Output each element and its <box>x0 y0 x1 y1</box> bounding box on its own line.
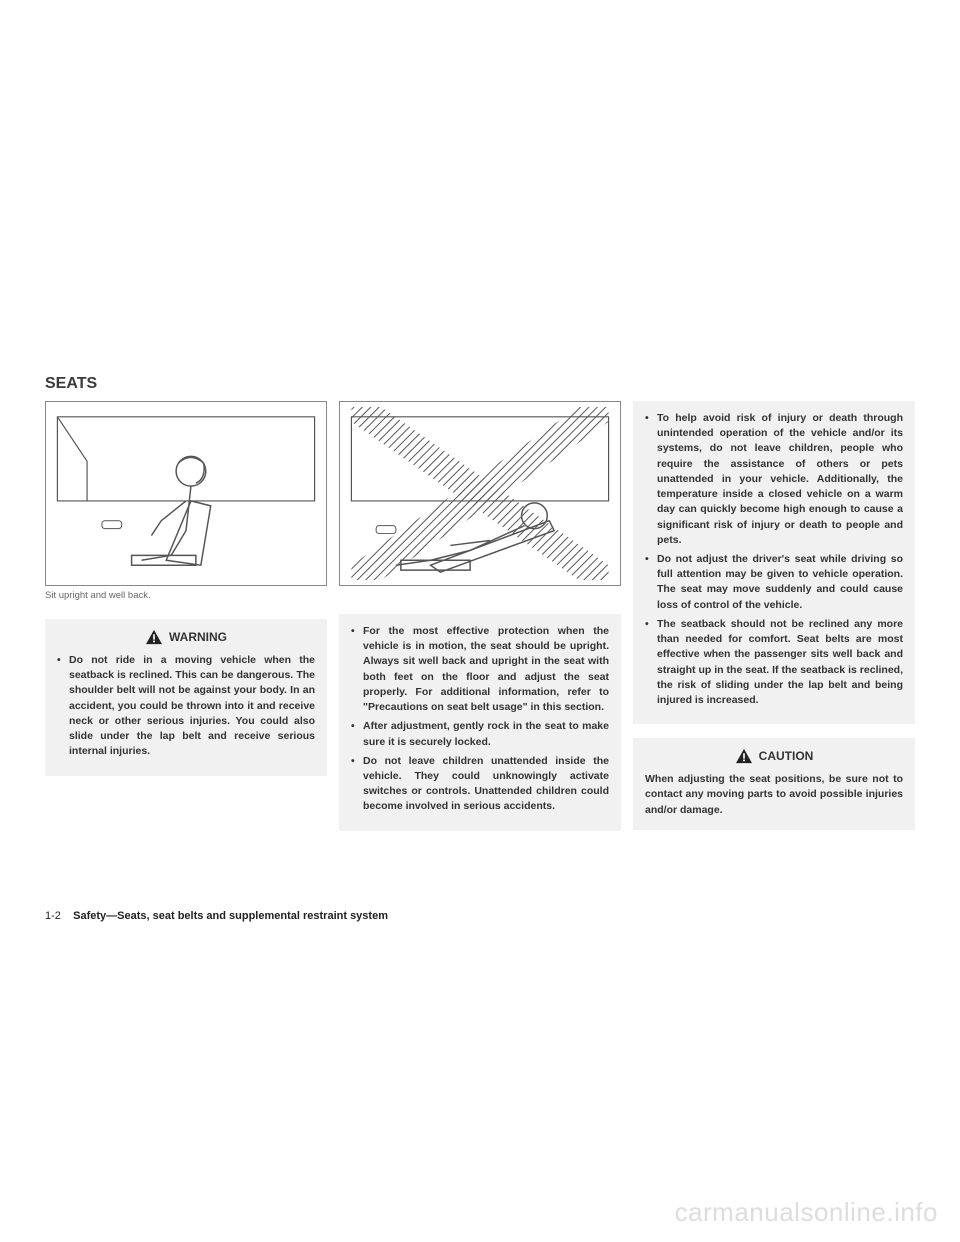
column-2: For the most effective protection when t… <box>339 401 621 831</box>
list-item: Do not adjust the driver's seat while dr… <box>645 552 903 613</box>
list-item: The seatback should not be reclined any … <box>645 617 903 708</box>
col2-list: For the most effective protection when t… <box>351 624 609 815</box>
warning-icon <box>145 629 163 645</box>
caution-header: CAUTION <box>645 748 903 764</box>
content-area: SEATS <box>45 375 915 905</box>
page-footer: 1-2 Safety—Seats, seat belts and supplem… <box>45 910 388 922</box>
chapter-title: Safety—Seats, seat belts and supplementa… <box>73 910 388 922</box>
figure-sit-upright <box>45 401 327 586</box>
seat-upright-illustration <box>46 402 326 585</box>
figure-caption: Sit upright and well back. <box>45 590 327 601</box>
list-item: To help avoid risk of injury or death th… <box>645 411 903 548</box>
warning-list: Do not ride in a moving vehicle when the… <box>57 653 315 760</box>
caution-body: When adjusting the seat positions, be su… <box>645 772 903 818</box>
columns: Sit upright and well back. WARNING Do no… <box>45 401 915 831</box>
page-number: 1-2 <box>45 910 61 922</box>
list-item: After adjustment, gently rock in the sea… <box>351 719 609 749</box>
list-item: For the most effective protection when t… <box>351 624 609 715</box>
manual-page: SEATS <box>0 0 960 1242</box>
column-3: To help avoid risk of injury or death th… <box>633 401 915 831</box>
column-1: Sit upright and well back. WARNING Do no… <box>45 401 327 831</box>
seat-reclined-illustration <box>340 402 620 585</box>
col3-continuation-box: To help avoid risk of injury or death th… <box>633 401 915 724</box>
caution-box: CAUTION When adjusting the seat position… <box>633 738 915 830</box>
col2-continuation-box: For the most effective protection when t… <box>339 614 621 831</box>
col3-list: To help avoid risk of injury or death th… <box>645 411 903 708</box>
list-item: Do not leave children unattended inside … <box>351 754 609 815</box>
warning-item: Do not ride in a moving vehicle when the… <box>57 653 315 760</box>
watermark: carmanualsonline.info <box>675 1197 938 1228</box>
warning-header: WARNING <box>57 629 315 645</box>
warning-box: WARNING Do not ride in a moving vehicle … <box>45 619 327 776</box>
figure-reclined-wrong <box>339 401 621 586</box>
section-title: SEATS <box>45 375 915 393</box>
caution-title: CAUTION <box>759 749 814 763</box>
warning-title: WARNING <box>169 630 227 644</box>
caution-icon <box>735 748 753 764</box>
